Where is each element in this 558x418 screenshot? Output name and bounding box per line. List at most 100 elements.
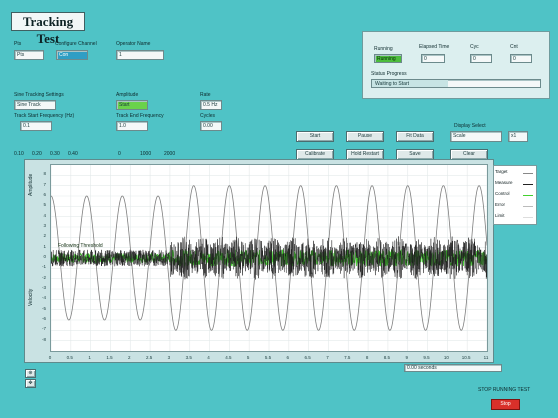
y-tick-label: 5 — [43, 202, 46, 208]
legend-entry[interactable]: Error — [495, 199, 535, 210]
configure-channel-button[interactable]: Con — [56, 50, 88, 60]
elapsed-label: Elapsed Time — [419, 44, 450, 50]
mode-select[interactable]: Sine Track — [14, 100, 56, 110]
legend-label: Limit — [495, 213, 505, 218]
x-tick-label: 3 — [167, 355, 171, 360]
x-tick-label: 5.5 — [264, 355, 272, 360]
x-tick-label: 6.5 — [304, 355, 311, 360]
progress-text: Waiting to Start — [375, 81, 409, 87]
status-panel — [362, 31, 550, 99]
x-tick-label: 10.5 — [461, 355, 471, 360]
x-tick-label: 4.5 — [225, 355, 232, 360]
fit-data-button[interactable]: Fit Data — [396, 131, 434, 142]
cycles-label: Cycles — [200, 113, 216, 119]
threshold-annotation: Following Threshold — [58, 243, 103, 249]
end-frequency-input[interactable]: 1.0 — [116, 121, 148, 131]
axis-tick: 0.30 — [50, 151, 60, 157]
mode-label: Sine Tracking Settings — [14, 92, 64, 98]
x-tick-label: 3.5 — [185, 355, 192, 360]
y-tick-label: -1 — [41, 264, 46, 270]
running-indicator: Running — [374, 54, 402, 63]
count-label: Cnt — [510, 44, 518, 50]
axis-tick: 0.20 — [32, 151, 42, 157]
legend-swatch — [523, 180, 533, 185]
axis-tick: 0.40 — [68, 151, 78, 157]
x-tick-label: 9.5 — [423, 355, 430, 360]
x-tick-label: 2 — [128, 355, 131, 360]
y-tick-label: -5 — [41, 305, 46, 311]
start-frequency-input[interactable]: 0.1 — [20, 121, 52, 131]
y-tick-label: -4 — [41, 295, 46, 301]
window-title: Tracking Test — [11, 12, 85, 46]
x-tick-label: 8 — [365, 355, 369, 360]
progress-fill — [372, 80, 448, 87]
x-tick-label: 1 — [88, 355, 91, 360]
rate-label: Rate — [200, 92, 211, 98]
x-tick-label: 7 — [326, 355, 329, 360]
y-tick-label: 7 — [43, 181, 46, 187]
start-button[interactable]: Start — [296, 131, 334, 142]
axis-tick: 0 — [118, 151, 121, 157]
field1-input[interactable]: Pts — [14, 50, 44, 60]
legend-swatch — [523, 169, 533, 174]
display-select[interactable]: Scale — [450, 131, 502, 142]
display-select-label: Display Select — [454, 123, 486, 129]
y-tick-label: 1 — [43, 243, 46, 249]
series-measure-line — [50, 236, 488, 280]
progress-label: Status Progress — [371, 71, 407, 77]
amplitude-label: Amplitude — [116, 92, 139, 98]
rate-input[interactable]: 0.5 Hz — [200, 100, 222, 110]
legend-label: Measure — [495, 180, 513, 185]
field2-label: Configure Channel — [55, 41, 97, 47]
end-frequency-label: Track End Frequency — [116, 113, 164, 119]
stop-button[interactable]: Stop — [491, 399, 520, 410]
operator-name-input[interactable]: 1 — [116, 50, 164, 60]
legend-swatch — [523, 213, 533, 218]
x-tick-label: 7.5 — [344, 355, 351, 360]
amplitude-input[interactable]: Start — [116, 100, 148, 110]
cursor-position[interactable]: 0.00 seconds — [404, 364, 502, 372]
cycles-status-value: 0 — [470, 54, 492, 63]
legend-label: Target — [495, 169, 508, 174]
plot-area — [50, 164, 488, 352]
legend-swatch — [523, 202, 533, 207]
running-label: Running — [374, 46, 393, 52]
axis-tick: 2000 — [164, 151, 176, 157]
x-tick-label: 5 — [246, 355, 250, 360]
y-tick-label: 6 — [43, 192, 46, 197]
y-tick-label: -2 — [41, 274, 46, 280]
x-tick-label: 11 — [483, 355, 489, 360]
axis-tick: 0.10 — [14, 151, 24, 157]
x-tick-label: 0.5 — [66, 355, 73, 360]
x-tick-label: 4 — [207, 355, 210, 360]
elapsed-value: 0 — [421, 54, 445, 63]
legend-entry[interactable]: Limit — [495, 210, 535, 221]
cycles-status-label: Cyc — [470, 44, 479, 50]
zoom-tool-icon[interactable]: ⊕ — [25, 369, 36, 378]
chart-svg — [50, 165, 488, 351]
y-tick-label: 0 — [43, 254, 46, 259]
legend-entry[interactable]: Control — [495, 188, 535, 199]
x-tick-label: 10 — [443, 355, 449, 360]
pan-tool-icon[interactable]: ✥ — [25, 379, 36, 388]
field3-label: Operator Name — [116, 41, 151, 47]
cycles-input[interactable]: 0.00 — [200, 121, 222, 131]
axis-tick: 1000 — [140, 151, 152, 157]
count-value: 0 — [510, 54, 532, 63]
legend-swatch — [523, 191, 533, 196]
zoom-select[interactable]: x1 — [508, 131, 528, 142]
series-target-line — [50, 185, 488, 331]
x-tick-label: 9 — [405, 355, 408, 360]
y-tick-label: -8 — [41, 336, 46, 342]
x-tick-label: 1.5 — [106, 355, 113, 360]
y-tick-label: 2 — [43, 233, 46, 239]
x-tick-label: 2.5 — [145, 355, 153, 360]
legend-label: Control — [495, 191, 510, 196]
x-tick-label: 8.5 — [383, 355, 391, 360]
field1-label: Pts — [14, 41, 22, 47]
y-tick-label: -3 — [41, 285, 46, 290]
legend-entry[interactable]: Target — [495, 166, 535, 177]
stop-caption: STOP RUNNING TEST — [478, 387, 531, 393]
pause-button[interactable]: Pause — [346, 131, 384, 142]
legend-entry[interactable]: Measure — [495, 177, 535, 188]
